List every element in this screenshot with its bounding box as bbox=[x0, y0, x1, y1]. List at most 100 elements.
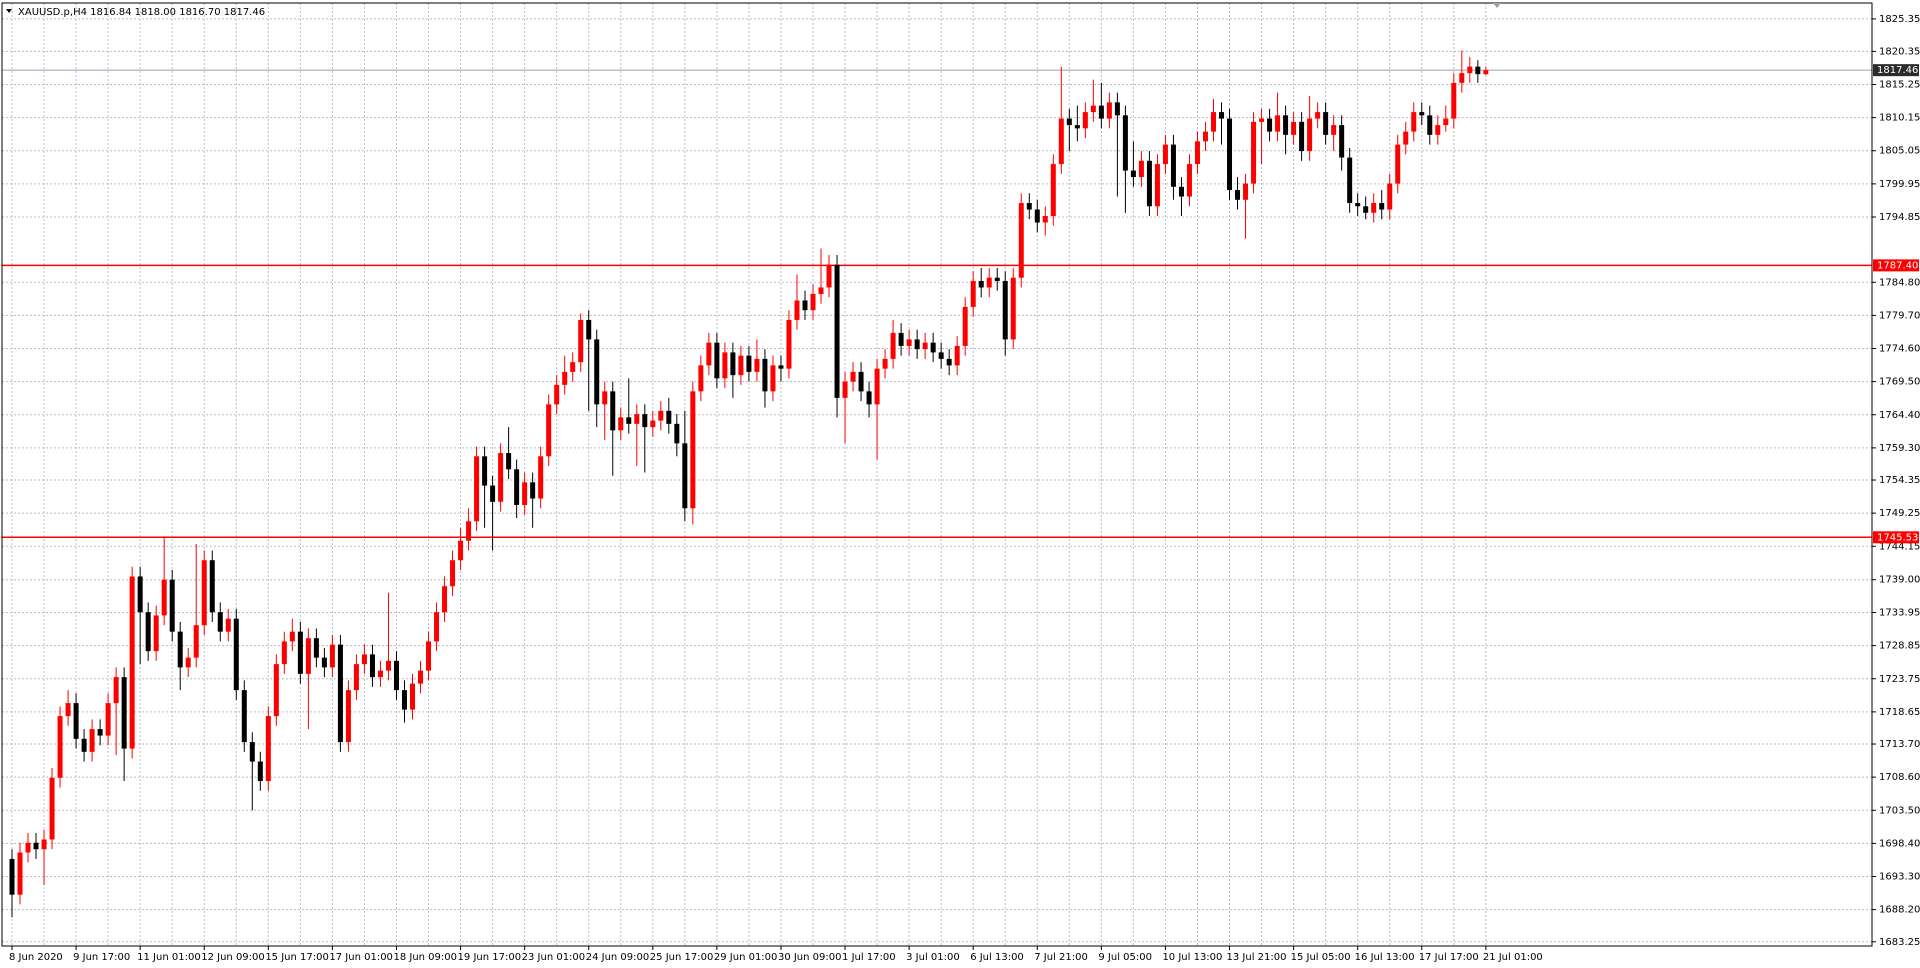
candle-body bbox=[754, 358, 760, 372]
candle-body bbox=[1395, 144, 1401, 184]
y-tick-label: 1708.60 bbox=[1879, 772, 1920, 783]
candle-body bbox=[1074, 125, 1080, 129]
candle-body bbox=[586, 319, 592, 340]
x-tick-label: 3 Jul 01:00 bbox=[906, 952, 960, 963]
price-label-box bbox=[1873, 64, 1919, 77]
plot-frame bbox=[1, 2, 1873, 947]
candle-body bbox=[890, 332, 896, 359]
candle-body bbox=[225, 618, 231, 632]
candle-body bbox=[9, 858, 15, 895]
candle-body bbox=[145, 612, 151, 652]
candle-body bbox=[1283, 115, 1289, 135]
candle-body bbox=[722, 352, 728, 379]
candle-body bbox=[962, 306, 968, 346]
candle-body bbox=[385, 660, 391, 671]
candle-body bbox=[762, 358, 768, 392]
candle-body bbox=[1170, 144, 1176, 187]
level-label-box bbox=[1873, 259, 1919, 272]
candle-body bbox=[1427, 115, 1433, 135]
candle-body bbox=[938, 352, 944, 359]
candle-body bbox=[554, 384, 560, 405]
x-tick-label: 25 Jun 17:00 bbox=[650, 952, 714, 963]
y-tick-label: 1815.25 bbox=[1879, 80, 1920, 91]
y-tick-label: 1703.50 bbox=[1879, 805, 1920, 816]
candle-body bbox=[1251, 121, 1257, 184]
candle-body bbox=[161, 579, 167, 616]
candle-body bbox=[450, 560, 456, 587]
candle-body bbox=[698, 365, 704, 392]
candle-body bbox=[1178, 186, 1184, 197]
candle-body bbox=[1018, 203, 1024, 278]
x-tick-label: 18 Jun 09:00 bbox=[393, 952, 457, 963]
candle-body bbox=[978, 280, 984, 288]
candle-body bbox=[193, 625, 199, 658]
candle-body bbox=[273, 664, 279, 717]
candle-body bbox=[1307, 118, 1313, 152]
candle-body bbox=[546, 404, 552, 457]
candle-body bbox=[730, 352, 736, 376]
y-tick-label: 1779.70 bbox=[1879, 310, 1920, 321]
level-label: 1745.53 bbox=[1877, 532, 1918, 543]
candle-body bbox=[1387, 183, 1393, 210]
x-tick-label: 11 Jun 01:00 bbox=[137, 952, 201, 963]
candle-body bbox=[257, 761, 263, 782]
candle-body bbox=[498, 453, 504, 502]
candle-body bbox=[738, 355, 744, 376]
candle-body bbox=[946, 358, 952, 366]
candle-body bbox=[1259, 118, 1265, 122]
candle-body bbox=[1194, 141, 1200, 165]
candle-body bbox=[1082, 112, 1088, 129]
candle-body bbox=[1042, 216, 1048, 223]
y-tick-label: 1693.30 bbox=[1879, 872, 1920, 883]
candle-body bbox=[97, 729, 103, 736]
x-tick-label: 1 Jul 17:00 bbox=[842, 952, 896, 963]
candle-body bbox=[121, 677, 127, 749]
candle-body bbox=[794, 300, 800, 320]
candle-body bbox=[89, 729, 95, 752]
candle-body bbox=[626, 417, 632, 424]
candle-body bbox=[249, 742, 255, 762]
candle-body bbox=[1026, 203, 1032, 210]
candle-body bbox=[1243, 183, 1249, 200]
candle-body bbox=[594, 339, 600, 405]
candle-body bbox=[281, 641, 287, 665]
candle-body bbox=[217, 612, 223, 632]
candle-body bbox=[49, 777, 55, 840]
y-tick-label: 1718.65 bbox=[1879, 707, 1920, 718]
x-tick-label: 8 Jun 2020 bbox=[9, 952, 63, 963]
chart-title: XAUUSD.p,H4 1816.84 1818.00 1816.70 1817… bbox=[18, 7, 265, 18]
candle-body bbox=[474, 456, 480, 522]
candle-body bbox=[1219, 112, 1225, 119]
candle-body bbox=[570, 362, 576, 372]
candle-body bbox=[1347, 157, 1353, 204]
candle-body bbox=[321, 657, 327, 668]
candle-body bbox=[458, 540, 464, 561]
candle-body bbox=[1010, 277, 1016, 340]
candle-body bbox=[137, 576, 143, 613]
axis: 1825.35 1820.35 1815.25 1810.15 1805.05 1799.… bbox=[9, 14, 1920, 963]
candle-body bbox=[746, 355, 752, 372]
menu-arrow[interactable] bbox=[6, 9, 12, 13]
candle-body bbox=[1130, 170, 1136, 178]
x-tick-label: 10 Jul 13:00 bbox=[1162, 952, 1222, 963]
candle-body bbox=[1235, 190, 1241, 200]
candle-body bbox=[105, 703, 111, 736]
candle-body bbox=[1275, 115, 1281, 132]
candle-body bbox=[1050, 164, 1056, 217]
candle-body bbox=[1339, 125, 1345, 158]
candle-body bbox=[25, 842, 31, 853]
candle-body bbox=[1299, 121, 1305, 152]
candle-body bbox=[209, 560, 215, 613]
candle-body bbox=[434, 612, 440, 642]
candle-body bbox=[1483, 70, 1489, 75]
y-tick-label: 1825.35 bbox=[1879, 14, 1920, 25]
shift-marker bbox=[1493, 3, 1501, 8]
candle-body bbox=[842, 381, 848, 398]
candle-body bbox=[426, 641, 432, 671]
x-tick-label: 30 Jun 09:00 bbox=[778, 952, 842, 963]
candle-body bbox=[1066, 118, 1072, 126]
candle-body bbox=[1202, 131, 1208, 142]
candle-body bbox=[914, 339, 920, 350]
